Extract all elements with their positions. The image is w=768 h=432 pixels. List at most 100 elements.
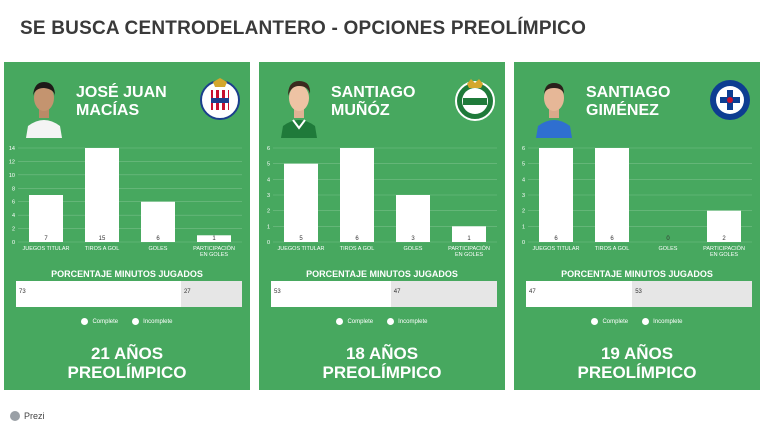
player-age-status: 18 AÑOS PREOLÍMPICO [259, 344, 505, 382]
player-age-status: 21 AÑOS PREOLÍMPICO [4, 344, 250, 382]
slide-title: SE BUSCA CENTRODELANTERO - OPCIONES PREO… [20, 18, 587, 39]
y-tick-label: 1 [267, 224, 270, 230]
prezi-logo-icon [10, 411, 20, 421]
legend-label: Complete [92, 318, 119, 325]
player-name: SANTIAGO GIMÉNEZ [586, 84, 671, 119]
legend-label: Incomplete [143, 318, 173, 325]
minutes-percentage-title: PORCENTAJE MINUTOS JUGADOS [306, 269, 458, 279]
minutes-incomplete-segment [390, 281, 497, 307]
minutes-incomplete-label: 47 [393, 289, 401, 295]
bar-value-label: 1 [467, 236, 471, 242]
chart-legend: Complete Incomplete [259, 318, 505, 325]
stats-bar-chart: 0 2 4 6 8 10 12 14 7 JUEGOS TITULAR 15 TIROS A GOL 6… [4, 140, 250, 268]
legend-label: Incomplete [653, 318, 683, 325]
prezi-brand[interactable]: Prezi [10, 411, 45, 421]
bar-value-label: 15 [99, 236, 106, 242]
player-status: PREOLÍMPICO [322, 363, 442, 382]
minutes-percentage-title: PORCENTAJE MINUTOS JUGADOS [561, 269, 713, 279]
bar [141, 201, 175, 242]
y-tick-label: 4 [522, 177, 525, 183]
y-tick-label: 2 [522, 209, 525, 215]
chart-legend: Complete Incomplete [4, 318, 250, 325]
y-tick-label: 6 [522, 146, 525, 152]
minutes-percentage-bar: 53 47 [271, 281, 497, 307]
x-tick-label: GOLES [149, 246, 168, 252]
x-tick-label: PARTICIPACIÓN [448, 245, 490, 252]
y-tick-label: 2 [12, 227, 15, 233]
bar-value-label: 3 [411, 236, 415, 242]
chivas-crest-icon [198, 76, 242, 122]
minutes-incomplete-label: 53 [635, 289, 642, 295]
x-tick-label: TIROS A GOL [85, 246, 120, 252]
bar [396, 195, 430, 242]
bar-value-label: 6 [355, 236, 359, 242]
y-tick-label: 3 [522, 193, 525, 199]
chart-legend: Complete Incomplete [514, 318, 760, 325]
legend-dot-icon [591, 318, 599, 325]
x-tick-label: PARTICIPACIÓN [703, 245, 745, 252]
minutes-percentage-bar: 47 53 [526, 281, 752, 307]
bar-value-label: 6 [554, 236, 558, 242]
bar [284, 163, 318, 242]
player-name: SANTIAGO MUÑÓZ [331, 84, 416, 119]
minutes-complete-label: 53 [274, 289, 281, 295]
player-photo [279, 74, 319, 138]
bar [340, 148, 374, 242]
bar-value-label: 2 [722, 236, 726, 242]
legend-item-complete: Complete [591, 318, 628, 325]
bar [452, 226, 486, 242]
stats-bar-chart: 0 1 2 3 4 5 6 6 JUEGOS TITULAR 6 TIROS A GOL 0 GOLES… [514, 140, 760, 268]
x-tick-label: TIROS A GOL [595, 246, 630, 252]
bar [197, 235, 231, 242]
y-tick-label: 1 [522, 224, 525, 230]
minutes-percentage-bar: 73 27 [16, 281, 242, 307]
x-tick-label: JUEGOS TITULAR [23, 246, 70, 252]
player-age: 19 AÑOS [600, 344, 674, 363]
y-tick-label: 0 [267, 240, 270, 246]
player-age: 18 AÑOS [345, 344, 419, 363]
x-tick-label: EN GOLES [200, 252, 228, 258]
cruz-azul-crest-icon [708, 76, 752, 122]
bar-value-label: 7 [44, 236, 48, 242]
legend-item-incomplete: Incomplete [132, 318, 173, 325]
legend-dot-icon [336, 318, 344, 325]
legend-dot-icon [132, 318, 140, 325]
bar-value-label: 1 [212, 236, 216, 242]
y-tick-label: 12 [9, 159, 15, 165]
y-tick-label: 10 [9, 173, 15, 179]
player-age-status: 19 AÑOS PREOLÍMPICO [514, 344, 760, 382]
bar [595, 148, 629, 242]
legend-label: Incomplete [398, 318, 428, 325]
legend-item-complete: Complete [81, 318, 118, 325]
x-tick-label: EN GOLES [710, 252, 738, 258]
bar [707, 210, 741, 242]
legend-dot-icon [642, 318, 650, 325]
y-tick-label: 0 [522, 240, 525, 246]
x-tick-label: GOLES [404, 246, 423, 252]
legend-item-incomplete: Incomplete [642, 318, 683, 325]
x-tick-label: JUEGOS TITULAR [278, 246, 325, 252]
player-panel-gimenez: SANTIAGO GIMÉNEZ 0 1 2 3 4 5 6 6 JUEGOS TITULAR 6… [514, 62, 760, 390]
minutes-incomplete-segment [180, 281, 242, 307]
bar [85, 148, 119, 242]
y-tick-label: 0 [12, 240, 15, 246]
bar-value-label: 6 [610, 236, 614, 242]
santos-laguna-crest-icon [453, 76, 497, 122]
minutes-complete-label: 73 [19, 289, 26, 295]
player-status: PREOLÍMPICO [577, 363, 697, 382]
bar [29, 195, 63, 242]
legend-dot-icon [387, 318, 395, 325]
minutes-complete-segment [16, 281, 181, 307]
y-tick-label: 6 [267, 146, 270, 152]
bar-value-label: 0 [666, 236, 670, 242]
y-tick-label: 5 [522, 162, 525, 168]
player-photo [24, 74, 64, 138]
y-tick-label: 2 [267, 209, 270, 215]
player-panel-macias: JOSÉ JUAN MACÍAS 0 2 4 6 8 10 12 14 7 JUEGOS TITU… [4, 62, 250, 390]
legend-dot-icon [81, 318, 89, 325]
player-photo [534, 74, 574, 138]
player-age: 21 AÑOS [90, 344, 164, 363]
legend-item-incomplete: Incomplete [387, 318, 428, 325]
legend-label: Complete [602, 318, 629, 325]
y-tick-label: 4 [267, 177, 270, 183]
